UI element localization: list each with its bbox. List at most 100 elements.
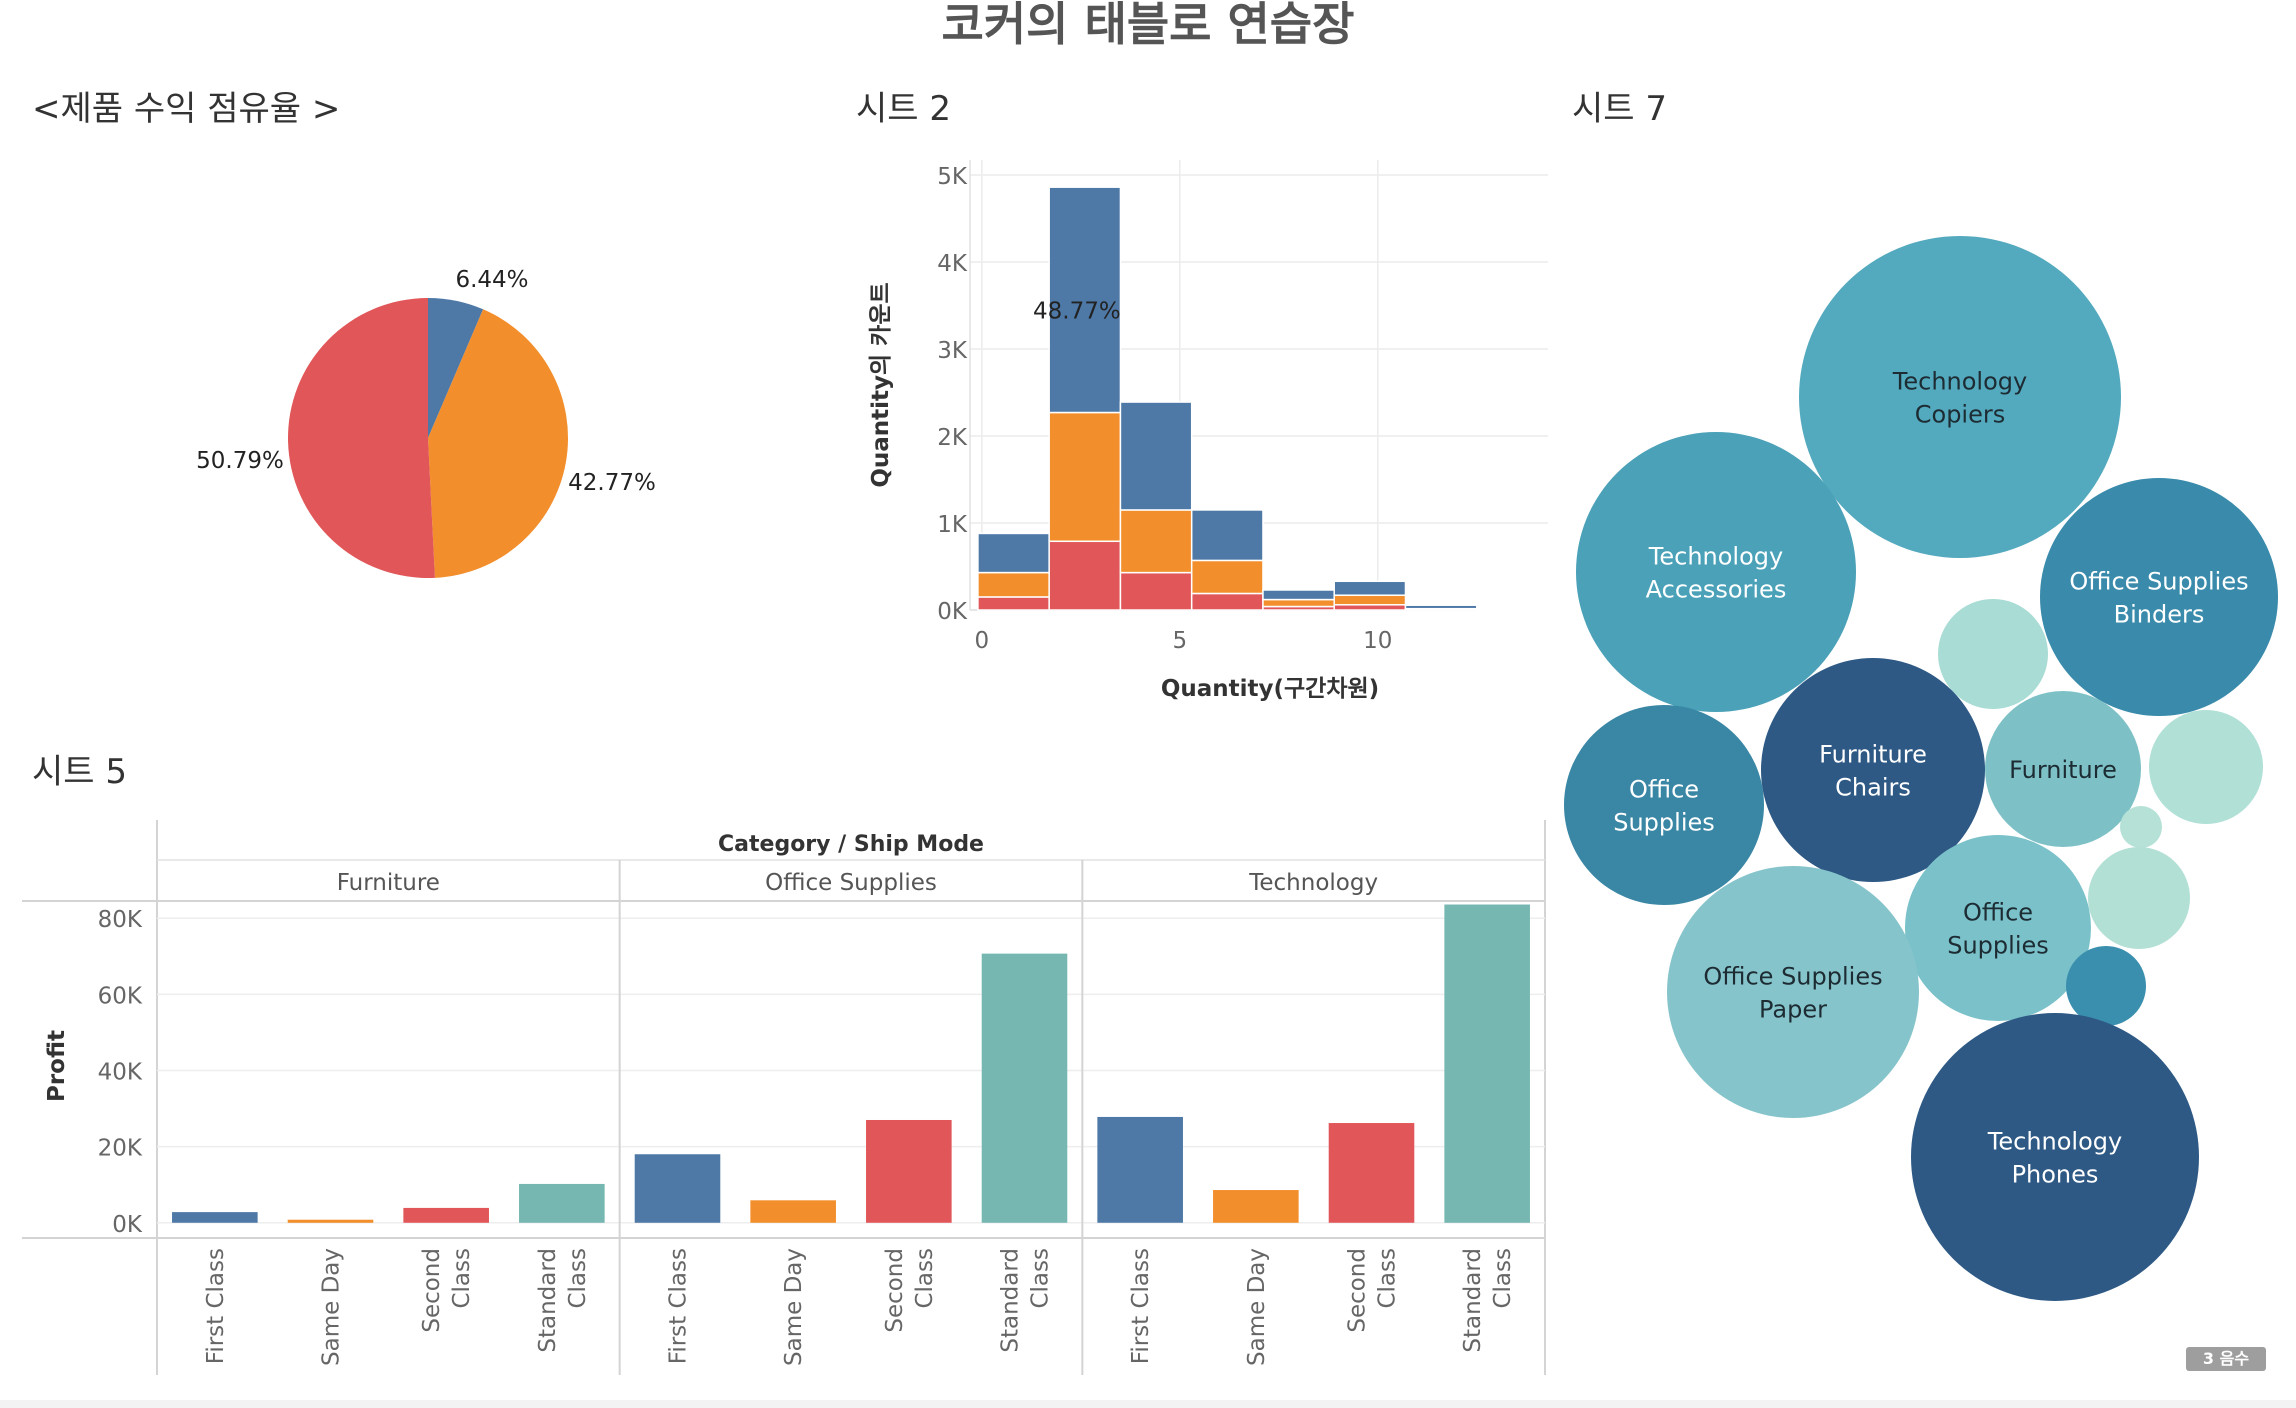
bubble[interactable] [1905, 835, 2091, 1021]
histogram-y-tick: 0K [937, 599, 968, 625]
histogram-bar-segment[interactable] [1119, 401, 1193, 511]
histogram-bar-segment[interactable] [1048, 411, 1122, 543]
bubble-chart-title: 시트 7 [1572, 89, 1667, 129]
histogram-bar-segment[interactable] [1119, 571, 1193, 611]
profit-y-tick: 80K [98, 907, 143, 933]
pie-slice[interactable] [428, 298, 484, 438]
profit-bar[interactable] [519, 1183, 605, 1223]
bubble-label: Paper [1759, 996, 1827, 1024]
pie-slice[interactable] [428, 309, 568, 578]
profit-bar[interactable] [287, 1219, 374, 1223]
profit-bar[interactable] [1444, 904, 1530, 1223]
ship-mode-label: Class [565, 1248, 591, 1309]
ship-mode-label: Second [419, 1248, 445, 1333]
dashboard-title: 코커의 태블로 연습장 [942, 0, 1355, 51]
ship-mode-label: Class [1375, 1248, 1401, 1309]
bubble-label: Supplies [1947, 932, 2049, 960]
bubble-label: Supplies [1613, 809, 1715, 837]
profit-bar[interactable] [1097, 1116, 1183, 1223]
bubble-label: Office [1629, 776, 1699, 804]
bubble-label: Office Supplies [2069, 568, 2248, 596]
bubble[interactable] [1564, 705, 1764, 905]
bubble[interactable] [2066, 946, 2146, 1026]
bubble-label: Furniture [2009, 756, 2117, 784]
profit-bar[interactable] [403, 1207, 489, 1223]
profit-y-tick: 60K [98, 983, 143, 1009]
profit-bar-chart-sheet: 시트 5 Category / Ship Mode 0K 20K 40K 60K 80K… [22, 752, 1546, 1375]
pie-chart-title: <제품 수익 점유율 > [32, 89, 340, 129]
bubble-label: Accessories [1646, 576, 1787, 604]
histogram-bar-segment[interactable] [1048, 540, 1122, 611]
histogram-bar-segment[interactable] [977, 532, 1050, 574]
profit-bar[interactable] [1328, 1123, 1415, 1223]
negative-count-badge[interactable]: 3 음수 [2186, 1347, 2266, 1371]
histogram-sheet: 시트 2 0K 1K 2K 3K 4K 5K 0 5 10 48.77% Quantity(구간차원… [856, 89, 1549, 702]
histogram-bar-segment[interactable] [977, 596, 1050, 611]
histogram-bar-segment[interactable] [1048, 186, 1122, 414]
bubble-label: Office [1963, 899, 2033, 927]
pie-slice-label: 6.44% [455, 267, 528, 293]
profit-bar[interactable] [866, 1119, 952, 1223]
pie-slice[interactable] [288, 298, 435, 578]
profit-y-tick: 40K [98, 1060, 143, 1086]
histogram-y-tick: 1K [937, 512, 968, 538]
bubble[interactable] [1911, 1013, 2199, 1301]
bubble-label: Office Supplies [1703, 963, 1882, 991]
histogram-bar-segment[interactable] [1333, 580, 1407, 596]
histogram-bar-segment[interactable] [1262, 598, 1335, 608]
bubble-label: Technology [1892, 368, 2027, 396]
histogram-y-tick: 2K [937, 425, 968, 451]
category-header: Furniture [337, 870, 440, 896]
histogram-bar-segment[interactable] [1119, 509, 1193, 574]
bubble[interactable] [2120, 806, 2162, 848]
bubble[interactable] [1938, 599, 2048, 709]
histogram-x-tick: 0 [975, 628, 990, 654]
bubble[interactable] [1985, 691, 2141, 847]
bubble[interactable] [1576, 432, 1856, 712]
profit-chart-title: 시트 5 [32, 752, 127, 792]
profit-bar[interactable] [1213, 1190, 1299, 1223]
histogram-x-tick: 5 [1173, 628, 1188, 654]
bubble[interactable] [1667, 866, 1919, 1118]
ship-mode-label: First Class [666, 1248, 692, 1364]
histogram-x-axis-title: Quantity(구간차원) [1161, 676, 1379, 702]
profit-bar[interactable] [172, 1212, 258, 1223]
pie-slice-label: 50.79% [196, 448, 284, 474]
pie-slice-label: 42.77% [568, 470, 656, 496]
bubble-chart-sheet: 시트 7 Technology Copiers Technology Accessor… [1564, 89, 2278, 1301]
profit-bar[interactable] [750, 1200, 836, 1223]
histogram-bar-segment[interactable] [1333, 604, 1407, 611]
category-header: Office Supplies [765, 870, 937, 896]
ship-mode-label: Class [1490, 1248, 1516, 1309]
histogram-annotation: 48.77% [1033, 299, 1121, 325]
category-header: Technology [1248, 870, 1378, 896]
profit-bar[interactable] [981, 953, 1068, 1223]
profit-y-axis-title: Profit [44, 1030, 70, 1102]
histogram-bar-segment[interactable] [1190, 559, 1264, 595]
bubble[interactable] [2149, 710, 2263, 824]
profit-bar[interactable] [634, 1154, 721, 1223]
bubble[interactable] [2088, 847, 2190, 949]
profit-chart-header: Category / Ship Mode [718, 832, 984, 857]
bubble[interactable] [2040, 478, 2278, 716]
footer-bar [0, 1400, 2296, 1408]
bubble[interactable] [1761, 658, 1985, 882]
bubble[interactable] [1799, 236, 2121, 558]
bubble-label: Phones [2012, 1161, 2099, 1189]
ship-mode-label: Standard [998, 1248, 1024, 1353]
histogram-bar-segment[interactable] [1262, 589, 1335, 601]
histogram-bar-segment[interactable] [1404, 604, 1478, 610]
ship-mode-label: Second [1345, 1248, 1371, 1333]
bubble-label: Technology [1648, 543, 1783, 571]
histogram-bar-segment[interactable] [977, 571, 1050, 598]
histogram-bar-segment[interactable] [1333, 594, 1407, 606]
histogram-bar-segment[interactable] [1190, 592, 1264, 611]
ship-mode-label: Class [912, 1248, 938, 1309]
histogram-title: 시트 2 [856, 89, 951, 129]
histogram-bar-segment[interactable] [1190, 509, 1264, 562]
ship-mode-label: Same Day [1244, 1248, 1270, 1366]
ship-mode-label: Same Day [319, 1248, 345, 1366]
bubble-label: Technology [1987, 1128, 2122, 1156]
histogram-x-tick: 10 [1363, 628, 1392, 654]
histogram-bar-segment[interactable] [1475, 607, 1549, 611]
